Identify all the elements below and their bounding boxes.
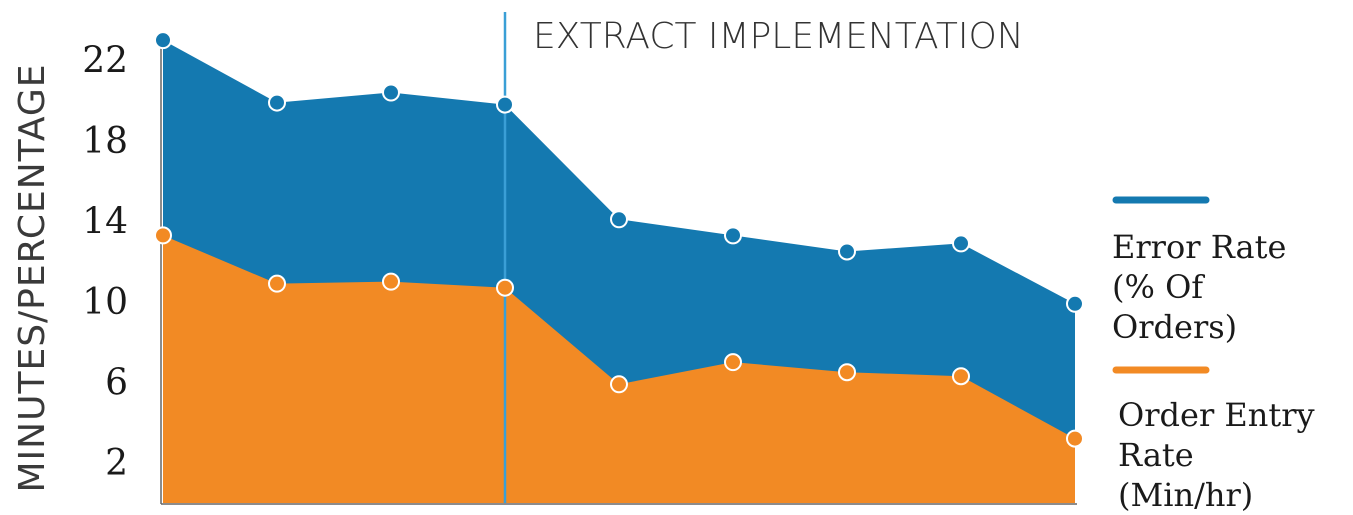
annotation-text: EXTRACT IMPLEMENTATION [533, 16, 1024, 57]
data-point-series-1 [838, 242, 856, 261]
data-point-series-2 [496, 278, 514, 297]
data-point-series-2 [1066, 429, 1084, 448]
axes [160, 42, 1077, 505]
y-tick-label: 2 [105, 443, 128, 484]
area-layer [163, 40, 1075, 503]
data-point-series-1 [496, 95, 514, 114]
y-tick-labels: 2 6 10 14 18 22 [82, 40, 128, 483]
data-point-series-1 [1066, 294, 1084, 313]
legend-label-1: Orders) [1112, 308, 1237, 346]
y-tick-label: 14 [82, 201, 128, 242]
legend-label-2: Order Entry [1118, 396, 1315, 434]
data-point-series-2 [382, 272, 400, 291]
y-axis-label: MINUTES/PERCENTAGE [12, 64, 53, 493]
data-point-series-1 [952, 234, 970, 253]
annotation: EXTRACT IMPLEMENTATION [503, 12, 1024, 503]
y-tick-label: 6 [105, 362, 128, 403]
data-point-series-2 [154, 226, 172, 245]
data-point-series-2 [838, 363, 856, 382]
legend-label-1: Error Rate [1112, 228, 1286, 266]
data-point-series-2 [610, 375, 628, 394]
data-point-series-1 [724, 226, 742, 245]
data-point-series-2 [952, 367, 970, 386]
data-point-series-1 [268, 93, 286, 112]
data-point-series-1 [382, 83, 400, 102]
legend-label-2: Rate [1118, 436, 1194, 474]
y-tick-label: 22 [82, 40, 128, 81]
data-point-series-1 [154, 31, 172, 50]
legend-label-2: (Min/hr) [1118, 476, 1253, 514]
y-tick-label: 10 [82, 282, 128, 323]
legend-label-1: (% Of [1112, 268, 1205, 306]
data-point-series-2 [268, 274, 286, 293]
data-point-series-2 [724, 353, 742, 372]
data-points [154, 31, 1084, 448]
data-point-series-1 [610, 210, 628, 229]
series-area-2 [163, 235, 1075, 503]
y-tick-label: 18 [82, 121, 128, 162]
